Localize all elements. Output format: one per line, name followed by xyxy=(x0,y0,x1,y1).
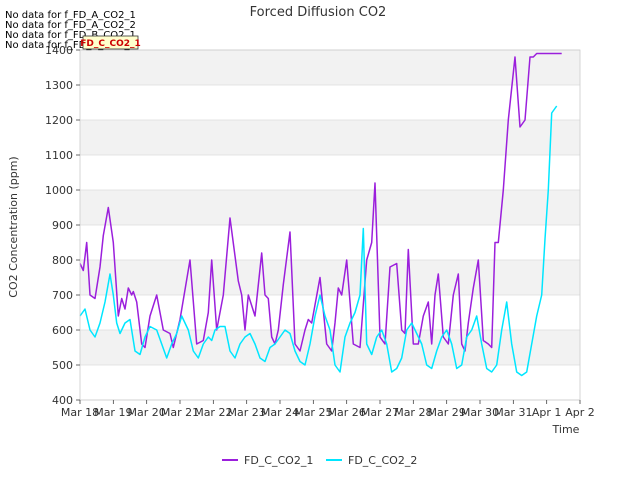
legend-label: FD_C_CO2_1 xyxy=(244,454,313,467)
x-axis-label: Time xyxy=(552,423,580,436)
y-tick-label: 1000 xyxy=(45,184,73,197)
x-tick-label: Mar 22 xyxy=(194,406,232,419)
annotation-label: FD_C_CO2_1 xyxy=(80,39,141,49)
x-tick-label: Mar 23 xyxy=(228,406,266,419)
x-tick-label: Mar 31 xyxy=(494,406,532,419)
y-tick-label: 800 xyxy=(52,254,73,267)
series-layer xyxy=(79,52,562,377)
background-band xyxy=(80,120,580,155)
x-tick-label: Mar 24 xyxy=(261,406,299,419)
x-tick-label: Mar 25 xyxy=(294,406,332,419)
x-tick-label: Mar 18 xyxy=(61,406,99,419)
y-tick-label: 900 xyxy=(52,219,73,232)
no-data-messages: No data for f_FD_A_CO2_1No data for f_FD… xyxy=(5,10,136,51)
no-data-message: No data for f_FD_A_CO2_2 xyxy=(5,20,136,31)
series-annotation-box: FD_C_CO2_1 xyxy=(80,35,141,50)
chart-title: Forced Diffusion CO2 xyxy=(250,5,387,20)
x-tick-label: Mar 20 xyxy=(128,406,166,419)
no-data-message: No data for f_FD_B_CO2_2 xyxy=(5,40,136,51)
x-tick-label: Apr 1 xyxy=(532,406,562,419)
x-tick-label: Mar 26 xyxy=(328,406,366,419)
x-tick-label: Mar 27 xyxy=(361,406,399,419)
x-tick-label: Mar 19 xyxy=(94,406,132,419)
y-tick-label: 1300 xyxy=(45,79,73,92)
y-tick-label: 700 xyxy=(52,289,73,302)
background-band xyxy=(80,50,580,85)
axes xyxy=(76,49,581,404)
y-axis-label: CO2 Concentration (ppm) xyxy=(7,156,20,297)
y-tick-labels: 400 500 600 700 800 900 1000 1100 1200 1300 1400 xyxy=(45,44,73,407)
y-tick-label: 400 xyxy=(52,394,73,407)
no-data-message: No data for f_FD_A_CO2_1 xyxy=(5,10,136,21)
y-tick-label: 1400 xyxy=(45,44,73,57)
x-tick-label: Mar 29 xyxy=(428,406,466,419)
x-tick-label: Mar 21 xyxy=(161,406,199,419)
background-band xyxy=(80,260,580,295)
legend-label: FD_C_CO2_2 xyxy=(348,454,417,467)
background-band xyxy=(80,190,580,225)
x-tick-label: Mar 30 xyxy=(461,406,499,419)
series-line-FD_C_CO2_2 xyxy=(79,105,558,377)
x-tick-label: Mar 28 xyxy=(394,406,432,419)
y-tick-label: 1100 xyxy=(45,149,73,162)
series-line-FD_C_CO2_1 xyxy=(79,52,562,352)
x-tick-label: Apr 2 xyxy=(565,406,595,419)
no-data-message: No data for f_FD_B_CO2_1 xyxy=(5,30,136,41)
y-tick-label: 600 xyxy=(52,324,73,337)
y-tick-label: 500 xyxy=(52,359,73,372)
legend: FD_C_CO2_1 FD_C_CO2_2 xyxy=(222,454,417,467)
y-tick-label: 1200 xyxy=(45,114,73,127)
